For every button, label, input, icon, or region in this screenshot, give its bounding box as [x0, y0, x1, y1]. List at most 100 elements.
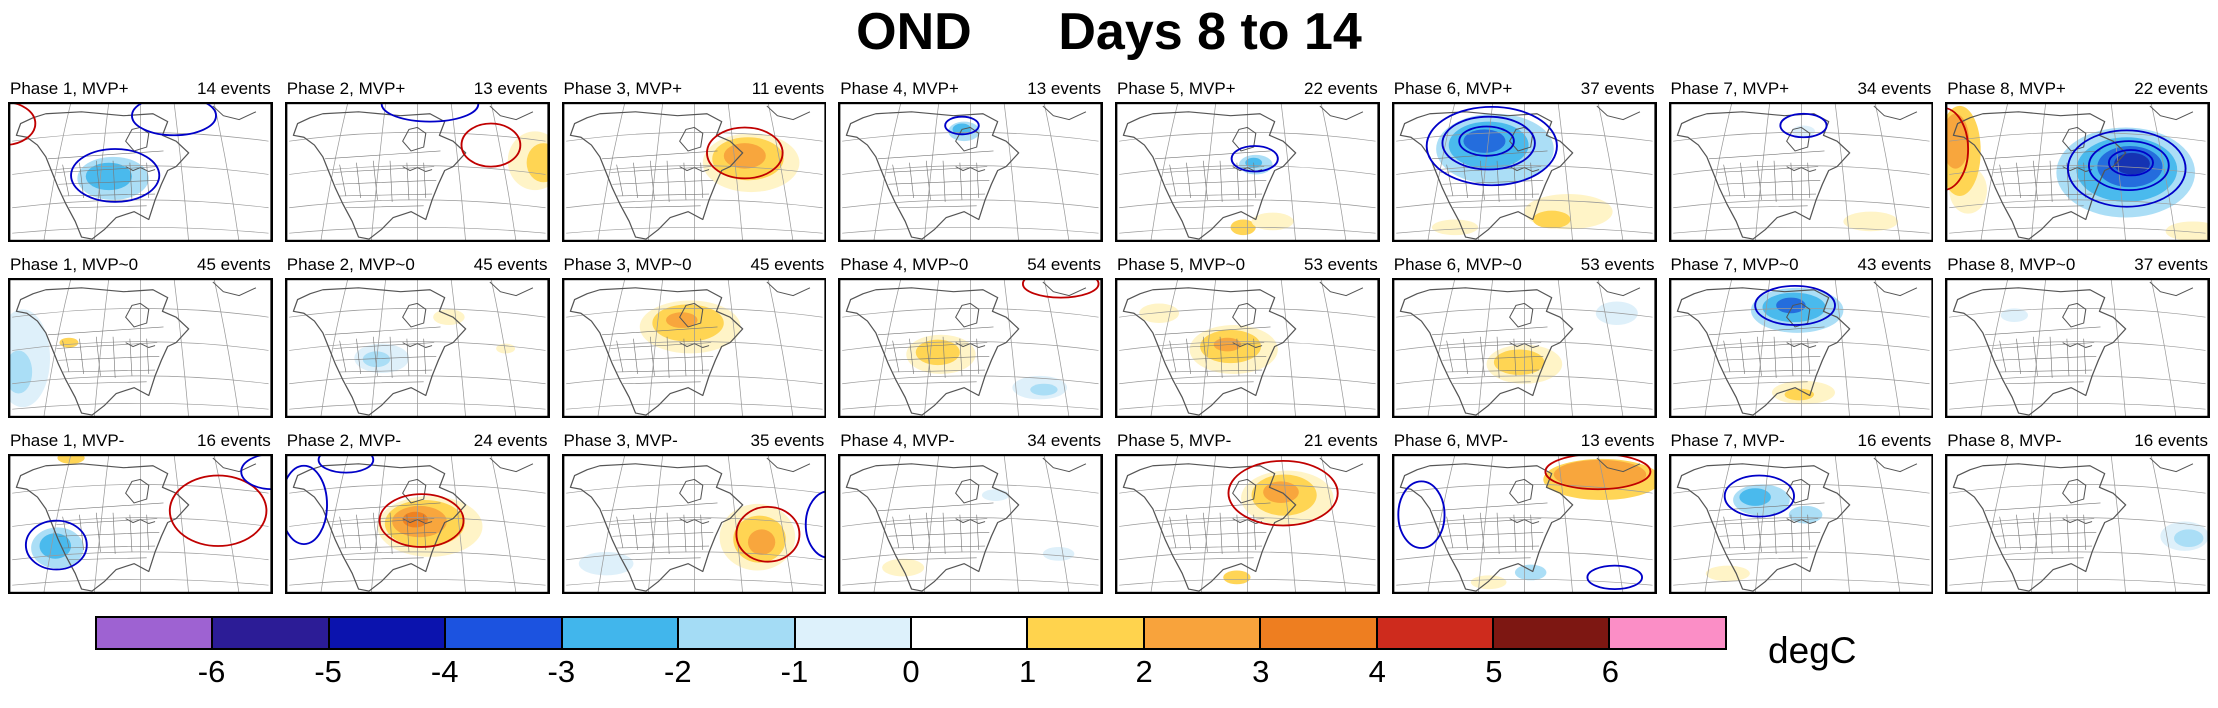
basemap [1118, 278, 1377, 418]
anomaly-shading [1223, 570, 1251, 585]
map-plot [284, 278, 550, 418]
positive-contour [705, 126, 784, 180]
panel-events: 43 events [1857, 255, 1932, 274]
panel-events: 34 events [1027, 431, 1101, 450]
panel-label: Phase 8, MVP~0 [1947, 255, 2076, 274]
anomaly-shading [723, 143, 766, 169]
colorbar-segment [909, 618, 1027, 648]
map-panel: Phase 5, MVP~0 53 events [1115, 254, 1380, 418]
map-frame [1391, 454, 1657, 594]
map-frame [284, 278, 550, 418]
map-frame [1945, 454, 2210, 594]
panel-label: Phase 2, MVP- [286, 431, 402, 450]
panel-label: Phase 1, MVP- [10, 431, 125, 450]
colorbar-tick: 5 [1485, 654, 1503, 689]
panel-label: Phase 1, MVP~0 [10, 255, 139, 274]
basemap [841, 278, 1100, 418]
colorbar-segment [1375, 618, 1493, 648]
colorbar-tick: -3 [547, 654, 576, 689]
map-panel: Phase 3, MVP+ 11 events [561, 78, 827, 242]
positive-contour [168, 474, 268, 547]
anomaly-shading [1784, 388, 1814, 401]
panel-events: 16 events [197, 431, 271, 450]
basemap [841, 102, 1100, 242]
panel-label: Phase 2, MVP+ [286, 79, 406, 98]
negative-contour [1778, 112, 1828, 139]
colorbar-unit-label: degC [1768, 630, 1857, 671]
panel-events: 14 events [197, 79, 271, 98]
map-panel: Phase 5, MVP+ 22 events [1115, 78, 1380, 242]
map-panel: Phase 7, MVP- 16 events [1668, 430, 1934, 594]
map-panel: Phase 8, MVP- 16 events [1945, 430, 2210, 594]
panel-label: Phase 8, MVP- [1947, 431, 2062, 450]
anomaly-shading [1791, 125, 1815, 138]
negative-contour [24, 519, 88, 571]
panel-header: Phase 6, MVP- 13 events [1392, 430, 1657, 454]
colorbar-tick: -4 [430, 654, 459, 689]
map-plot [1945, 102, 2210, 242]
panel-label: Phase 6, MVP+ [1393, 79, 1513, 98]
map-frame [1391, 278, 1657, 418]
positive-contour [378, 493, 465, 548]
colorbar: -6 -5 -4 -3 -2 -1 0 1 2 3 4 5 6 [95, 616, 1727, 706]
colorbar-tick: 2 [1135, 654, 1153, 689]
map-frame [1115, 102, 1380, 242]
anomaly-shading [2114, 152, 2151, 175]
map-frame [284, 454, 550, 594]
map-plot [1391, 454, 1657, 594]
map-plot [8, 454, 273, 594]
map-panel: Phase 6, MVP+ 37 events [1391, 78, 1657, 242]
anomaly-shading [432, 309, 465, 325]
map-panel: Phase 4, MVP- 34 events [838, 430, 1103, 594]
map-panel: Phase 4, MVP~0 54 events [838, 254, 1103, 418]
map-panel: Phase 7, MVP~0 43 events [1668, 254, 1934, 418]
anomaly-shading [1788, 505, 1822, 524]
panel-events: 13 events [1580, 431, 1655, 450]
map-panel: Phase 1, MVP+ 14 events [8, 78, 273, 242]
anomaly-shading [982, 489, 1010, 501]
colorbar-segment [211, 618, 328, 648]
map-frame [1945, 102, 2210, 242]
negative-contour [380, 102, 479, 123]
colorbar-segment [327, 618, 445, 648]
negative-contour [2108, 149, 2155, 177]
panel-header: Phase 3, MVP~0 45 events [562, 254, 827, 278]
basemap [11, 278, 270, 418]
positive-contour [1022, 278, 1100, 299]
panel-label: Phase 5, MVP- [1117, 431, 1232, 450]
colorbar-segment [1026, 618, 1143, 648]
panel-events: 54 events [1027, 255, 1101, 274]
anomaly-shading [1553, 459, 1646, 490]
anomaly-shading [39, 533, 72, 559]
basemap [11, 454, 270, 594]
map-plot [1391, 102, 1657, 242]
colorbar-tick: 0 [902, 654, 920, 689]
negative-contour [1441, 115, 1536, 171]
panel-label: Phase 3, MVP~0 [563, 255, 692, 274]
panel-events: 11 events [751, 79, 825, 98]
colorbar-tick: -5 [314, 654, 342, 689]
map-frame [1668, 278, 1934, 418]
basemap [841, 454, 1100, 594]
map-plot [838, 102, 1103, 242]
panel-header: Phase 6, MVP+ 37 events [1392, 78, 1657, 102]
basemap [288, 102, 546, 242]
panel-header: Phase 1, MVP- 16 events [8, 430, 273, 454]
panel-header: Phase 6, MVP~0 53 events [1392, 254, 1657, 278]
colorbar-tick: -6 [197, 654, 226, 689]
panel-header: Phase 5, MVP- 21 events [1115, 430, 1380, 454]
map-plot [1115, 102, 1380, 242]
negative-contour [1723, 474, 1795, 518]
colorbar-segment [1492, 618, 1609, 648]
map-plot [561, 454, 827, 594]
positive-contour [460, 122, 522, 168]
positive-contour [1227, 459, 1339, 527]
panel-events: 13 events [473, 79, 548, 98]
map-plot [284, 102, 550, 242]
positive-contour [734, 505, 800, 563]
map-plot [561, 278, 827, 418]
panel-events: 16 events [1857, 431, 1932, 450]
colorbar-segment [560, 618, 678, 648]
colorbar-tick: 3 [1252, 654, 1270, 689]
panel-header: Phase 3, MVP+ 11 events [562, 78, 827, 102]
